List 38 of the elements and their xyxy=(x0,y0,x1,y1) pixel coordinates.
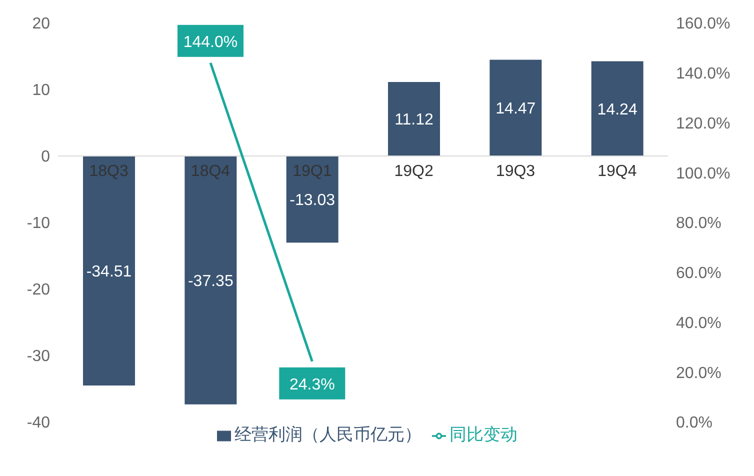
legend-label: 经营利润（人民币亿元） xyxy=(234,425,422,444)
bar xyxy=(388,82,440,156)
x-tick-label: 19Q4 xyxy=(598,163,637,180)
data-label: -34.51 xyxy=(86,263,132,280)
y2-tick-label: 160.0% xyxy=(676,16,730,33)
y-tick-label: 10 xyxy=(32,82,50,100)
x-tick-label: 19Q1 xyxy=(292,163,332,180)
data-label: 14.47 xyxy=(496,100,536,118)
y2-tick-label: 40.0% xyxy=(676,314,722,332)
bar xyxy=(184,156,237,404)
y-tick-label: 20 xyxy=(32,16,50,33)
data-label: 24.3% xyxy=(289,376,335,394)
legend-label: 同比变动 xyxy=(450,425,518,444)
data-label: -37.35 xyxy=(188,272,234,290)
y2-tick-label: 60.0% xyxy=(676,265,722,282)
y2-tick-label: 140.0% xyxy=(676,66,730,83)
data-label: 14.24 xyxy=(597,101,638,118)
bar xyxy=(286,156,338,243)
bar xyxy=(490,60,542,156)
data-label: 144.0% xyxy=(183,34,238,51)
x-tick-label: 19Q3 xyxy=(496,163,536,180)
y-tick-label: -10 xyxy=(26,215,50,232)
y2-tick-label: 100.0% xyxy=(676,165,730,182)
y-tick-label: -40 xyxy=(26,414,50,432)
y2-tick-label: 0.0% xyxy=(676,414,712,432)
y2-tick-label: 120.0% xyxy=(676,115,730,132)
x-tick-label: 19Q2 xyxy=(394,163,434,180)
y2-tick-label: 20.0% xyxy=(676,364,722,382)
bar xyxy=(83,156,135,386)
y-tick-label: -30 xyxy=(26,348,50,366)
data-label: 11.12 xyxy=(394,112,434,129)
x-tick-label: 18Q4 xyxy=(190,163,230,180)
y-tick-label: -20 xyxy=(26,282,50,299)
data-label: -13.03 xyxy=(290,192,336,210)
x-tick-label: 18Q3 xyxy=(89,163,129,180)
y-tick-label: 0 xyxy=(41,148,50,166)
bar xyxy=(591,61,644,156)
y2-tick-label: 80.0% xyxy=(676,215,722,232)
